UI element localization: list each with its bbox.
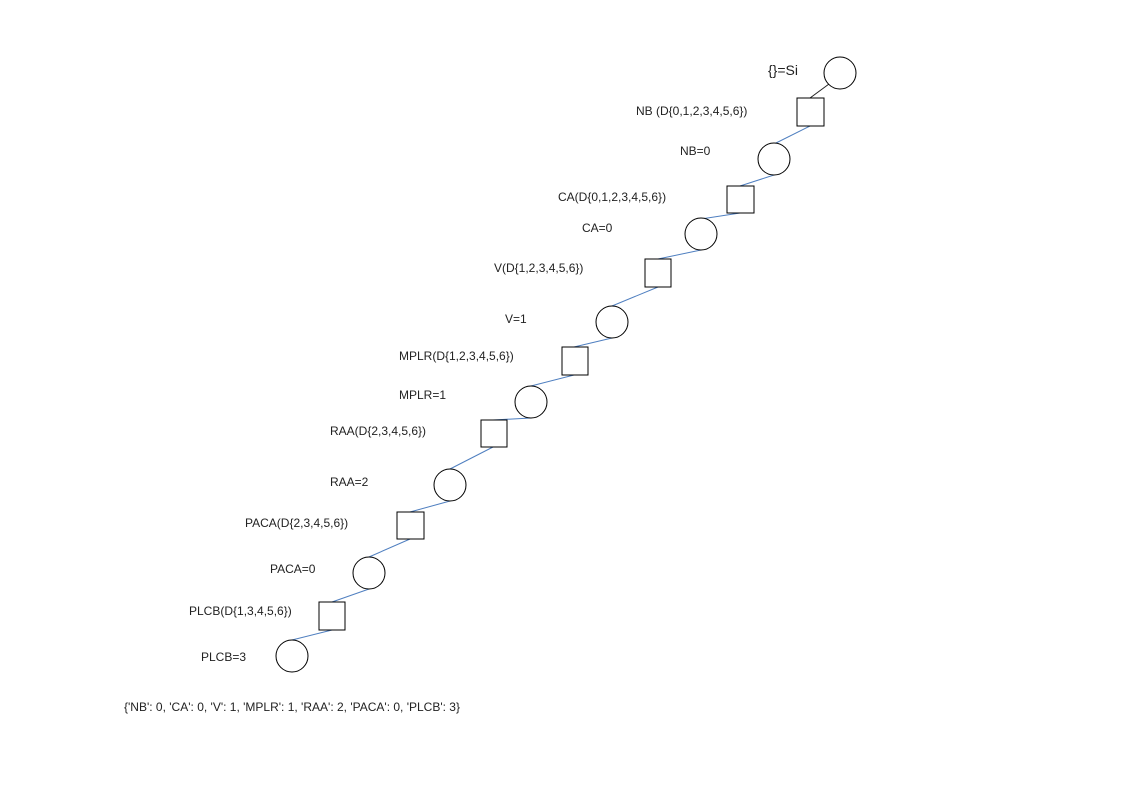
decision-label: PACA(D{2,3,4,5,6}) (245, 516, 349, 530)
tree-link (291, 629, 333, 641)
tree-link (331, 588, 370, 603)
decision-label: RAA(D{2,3,4,5,6}) (330, 424, 427, 438)
state-node (514, 385, 548, 419)
result-text: {'NB': 0, 'CA': 0, 'V': 1, 'MPLR': 1, 'R… (124, 700, 460, 714)
decision-label: NB (D{0,1,2,3,4,5,6}) (636, 104, 748, 118)
state-node (595, 305, 629, 339)
state-node (684, 217, 718, 251)
tree-link (530, 374, 575, 387)
state-node (275, 639, 309, 673)
decision-node (480, 419, 508, 448)
tree-link (409, 500, 451, 513)
assignment-label: MPLR=1 (399, 388, 447, 402)
state-node (757, 142, 791, 176)
tree-link (611, 286, 659, 307)
decision-node (396, 511, 425, 540)
tree-link (657, 249, 702, 260)
decision-label: PLCB(D{1,3,4,5,6}) (189, 604, 292, 618)
tree-link (700, 212, 741, 220)
decision-node (726, 185, 755, 214)
assignment-label: PACA=0 (270, 562, 316, 576)
state-node (433, 468, 467, 502)
assignment-label: CA=0 (582, 221, 613, 235)
root-label: {}=Si (768, 62, 798, 78)
assignment-label: PLCB=3 (201, 650, 247, 664)
tree-link (573, 337, 613, 348)
decision-label: MPLR(D{1,2,3,4,5,6}) (399, 349, 514, 363)
assignment-label: V=1 (505, 312, 527, 326)
assignment-label: NB=0 (680, 144, 711, 158)
decision-node (561, 346, 589, 376)
assignment-label: RAA=2 (330, 475, 369, 489)
decision-node (644, 258, 672, 288)
tree-link (368, 538, 411, 558)
tree-link (739, 174, 775, 187)
tree-link (773, 125, 811, 145)
tree-link (449, 446, 494, 470)
tree-link (809, 83, 830, 99)
decision-node (796, 97, 825, 127)
decision-label: CA(D{0,1,2,3,4,5,6}) (558, 190, 667, 204)
state-node (352, 556, 386, 590)
decision-node (318, 601, 346, 631)
decision-label: V(D{1,2,3,4,5,6}) (494, 261, 584, 275)
state-node-root (823, 56, 857, 90)
